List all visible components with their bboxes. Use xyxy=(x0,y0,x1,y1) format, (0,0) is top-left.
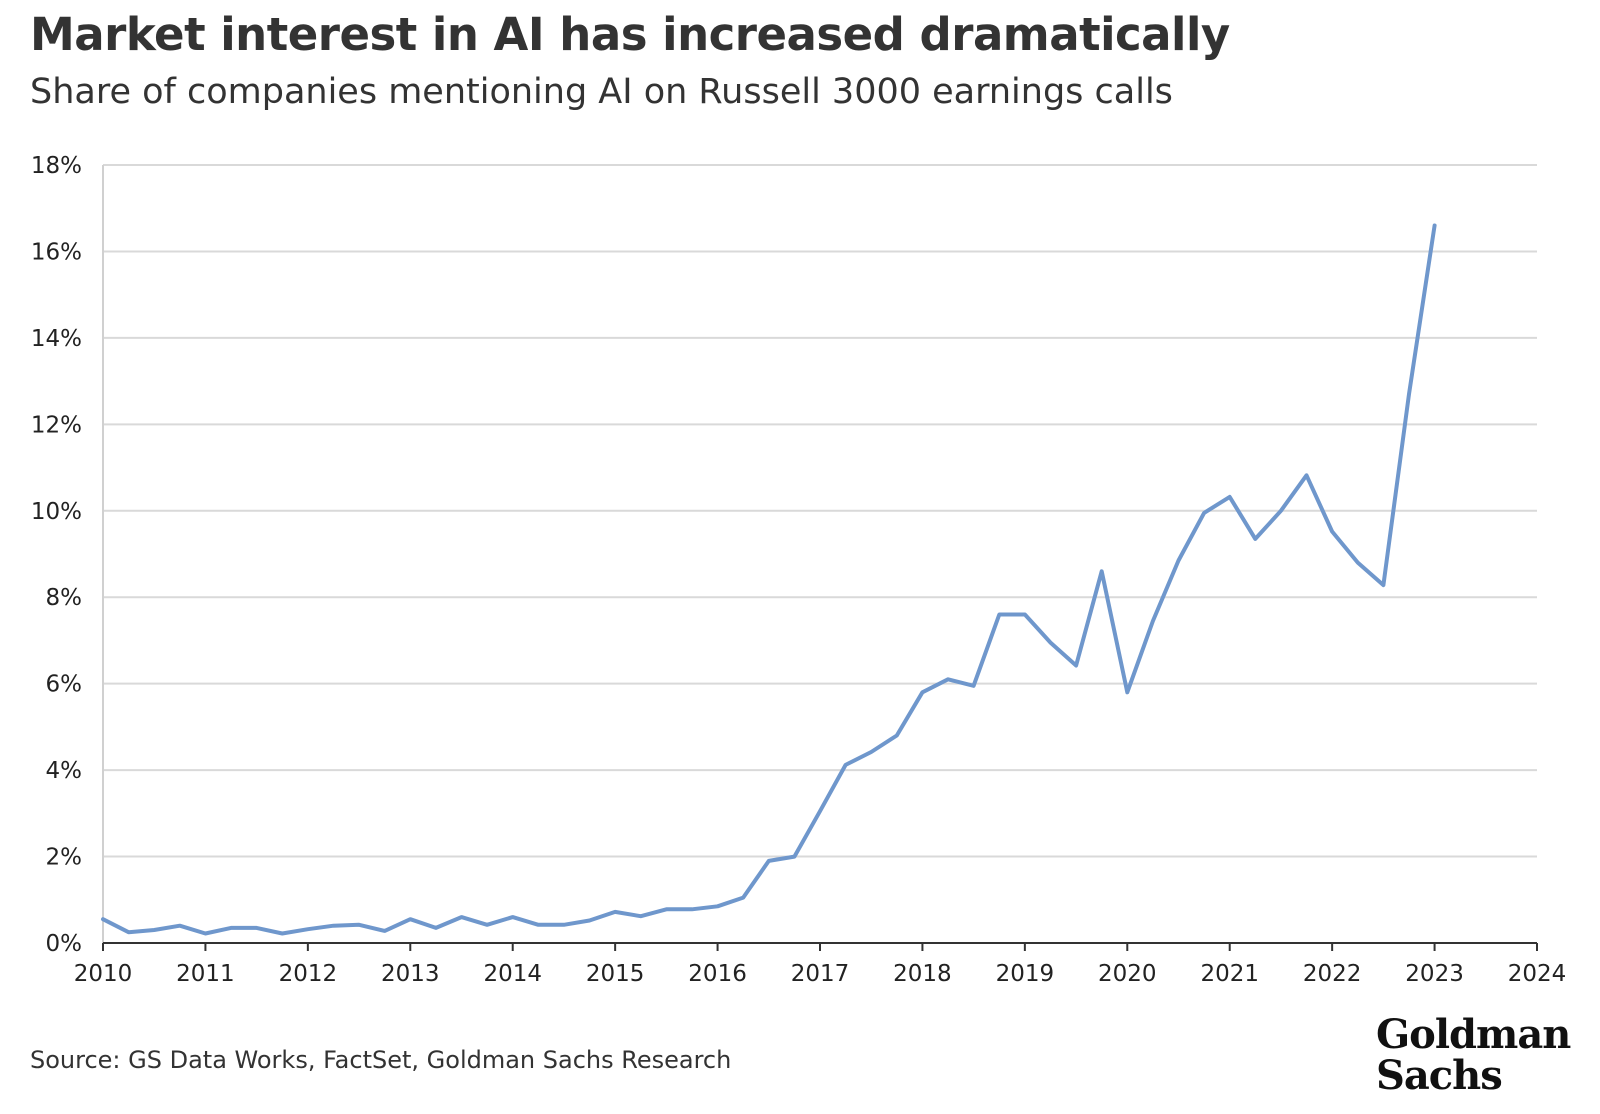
x-tick-label-2012: 2012 xyxy=(279,961,338,987)
y-tick-label-4: 8% xyxy=(46,585,83,611)
logo-line-1: Goldman xyxy=(1376,1011,1571,1058)
grid-lines xyxy=(103,164,1537,858)
y-tick-label-5: 10% xyxy=(31,499,82,525)
x-tick-label-2023: 2023 xyxy=(1405,961,1464,987)
y-tick-label-9: 18% xyxy=(31,153,82,179)
axes xyxy=(102,165,1538,951)
source-note: Source: GS Data Works, FactSet, Goldman … xyxy=(30,1046,732,1074)
series-layer xyxy=(101,223,1437,936)
y-tick-label-6: 12% xyxy=(31,412,82,438)
y-tick-label-7: 14% xyxy=(31,326,82,352)
x-tick-label-2022: 2022 xyxy=(1303,961,1362,987)
logo-line-2: Sachs xyxy=(1376,1052,1503,1099)
y-tick-label-8: 16% xyxy=(31,239,82,265)
y-tick-label-3: 6% xyxy=(46,672,83,698)
x-tick-label-2016: 2016 xyxy=(688,961,747,987)
x-tick-label-2015: 2015 xyxy=(586,961,645,987)
x-tick-label-2018: 2018 xyxy=(893,961,952,987)
x-tick-label-2019: 2019 xyxy=(996,961,1055,987)
series-line-0 xyxy=(101,223,1437,936)
y-tick-label-2: 4% xyxy=(46,758,83,784)
x-tick-label-2021: 2021 xyxy=(1200,961,1259,987)
chart-title: Market interest in AI has increased dram… xyxy=(30,8,1230,61)
x-tick-label-2020: 2020 xyxy=(1098,961,1157,987)
y-tick-label-1: 2% xyxy=(46,845,83,871)
x-tick-label-2024: 2024 xyxy=(1508,961,1567,987)
x-tick-labels: 2010 2011 2012 2013 2014 2015 2016 2017 2018 2019… xyxy=(74,961,1567,987)
x-tick-label-2013: 2013 xyxy=(381,961,440,987)
x-tick-label-2017: 2017 xyxy=(791,961,850,987)
y-tick-label-0: 0% xyxy=(46,931,83,957)
x-tick-label-2014: 2014 xyxy=(483,961,542,987)
x-tick-label-2011: 2011 xyxy=(176,961,235,987)
chart-subtitle: Share of companies mentioning AI on Russ… xyxy=(30,72,1173,112)
y-tick-labels: 0% 2% 4% 6% 8% 10% 12% 14% 16% 18% xyxy=(31,153,82,957)
x-tick-label-2010: 2010 xyxy=(74,961,133,987)
goldman-sachs-logo: Goldman Sachs xyxy=(1376,1011,1571,1099)
